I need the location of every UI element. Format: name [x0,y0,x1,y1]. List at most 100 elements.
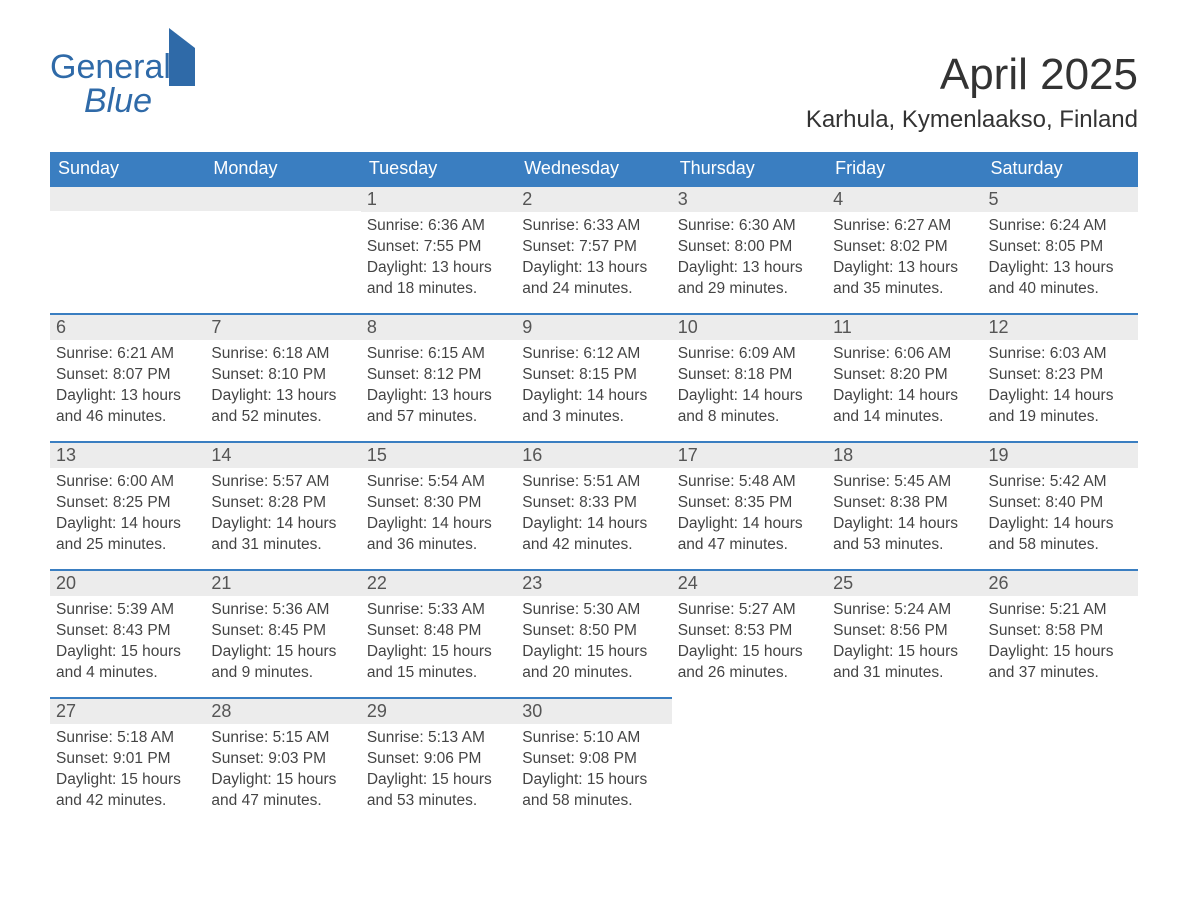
weekday-tuesday: Tuesday [361,152,516,185]
calendar-cell [672,697,827,825]
weekday-thursday: Thursday [672,152,827,185]
location: Karhula, Kymenlaakso, Finland [806,106,1138,134]
daynum-bar: 8 [361,313,516,340]
calendar-cell: 6Sunrise: 6:21 AMSunset: 8:07 PMDaylight… [50,313,205,441]
sunrise-line: Sunrise: 6:24 AM [989,216,1132,237]
daynum-bar: 19 [983,441,1138,468]
calendar-body: 1Sunrise: 6:36 AMSunset: 7:55 PMDaylight… [50,185,1138,825]
sunrise-line: Sunrise: 6:21 AM [56,344,199,365]
sunrise-line: Sunrise: 6:06 AM [833,344,976,365]
calendar-cell: 17Sunrise: 5:48 AMSunset: 8:35 PMDayligh… [672,441,827,569]
sunset-line: Sunset: 8:15 PM [522,365,665,386]
calendar-cell [205,185,360,313]
sunrise-line: Sunrise: 5:42 AM [989,472,1132,493]
daynum-bar: 16 [516,441,671,468]
daylight-line: Daylight: 14 hours and 58 minutes. [989,514,1132,556]
logo-line1: General [50,48,171,86]
day-details: Sunrise: 5:51 AMSunset: 8:33 PMDaylight:… [516,468,671,564]
daynum-bar: 25 [827,569,982,596]
calendar-cell: 9Sunrise: 6:12 AMSunset: 8:15 PMDaylight… [516,313,671,441]
calendar-cell: 16Sunrise: 5:51 AMSunset: 8:33 PMDayligh… [516,441,671,569]
sunrise-line: Sunrise: 5:57 AM [211,472,354,493]
day-details: Sunrise: 5:24 AMSunset: 8:56 PMDaylight:… [827,596,982,692]
daynum-bar: 3 [672,185,827,212]
sunset-line: Sunset: 7:55 PM [367,237,510,258]
calendar-cell: 22Sunrise: 5:33 AMSunset: 8:48 PMDayligh… [361,569,516,697]
day-details: Sunrise: 6:24 AMSunset: 8:05 PMDaylight:… [983,212,1138,308]
sunset-line: Sunset: 8:30 PM [367,493,510,514]
calendar-row: 1Sunrise: 6:36 AMSunset: 7:55 PMDaylight… [50,185,1138,313]
day-details: Sunrise: 5:18 AMSunset: 9:01 PMDaylight:… [50,724,205,820]
sunrise-line: Sunrise: 6:33 AM [522,216,665,237]
daynum-bar: 17 [672,441,827,468]
sunrise-line: Sunrise: 5:51 AM [522,472,665,493]
sunset-line: Sunset: 8:53 PM [678,621,821,642]
sunset-line: Sunset: 8:33 PM [522,493,665,514]
calendar-head: SundayMondayTuesdayWednesdayThursdayFrid… [50,152,1138,185]
day-details: Sunrise: 6:30 AMSunset: 8:00 PMDaylight:… [672,212,827,308]
daylight-line: Daylight: 13 hours and 24 minutes. [522,258,665,300]
sunset-line: Sunset: 8:48 PM [367,621,510,642]
sunrise-line: Sunrise: 6:00 AM [56,472,199,493]
sunrise-line: Sunrise: 5:21 AM [989,600,1132,621]
weekday-monday: Monday [205,152,360,185]
sunrise-line: Sunrise: 6:30 AM [678,216,821,237]
daylight-line: Daylight: 14 hours and 19 minutes. [989,386,1132,428]
calendar-cell: 24Sunrise: 5:27 AMSunset: 8:53 PMDayligh… [672,569,827,697]
calendar-cell: 3Sunrise: 6:30 AMSunset: 8:00 PMDaylight… [672,185,827,313]
daynum-bar: 6 [50,313,205,340]
sunset-line: Sunset: 9:03 PM [211,749,354,770]
sunset-line: Sunset: 8:00 PM [678,237,821,258]
title-block: April 2025 Karhula, Kymenlaakso, Finland [806,50,1138,144]
calendar-cell: 21Sunrise: 5:36 AMSunset: 8:45 PMDayligh… [205,569,360,697]
sunrise-line: Sunrise: 6:18 AM [211,344,354,365]
logo-sail-icon [169,28,195,86]
daynum-bar: 10 [672,313,827,340]
daynum-bar: 29 [361,697,516,724]
logo-text: General Blue [50,50,195,118]
daylight-line: Daylight: 13 hours and 29 minutes. [678,258,821,300]
daynum-bar: 23 [516,569,671,596]
daylight-line: Daylight: 14 hours and 14 minutes. [833,386,976,428]
calendar-cell: 25Sunrise: 5:24 AMSunset: 8:56 PMDayligh… [827,569,982,697]
day-details: Sunrise: 5:15 AMSunset: 9:03 PMDaylight:… [205,724,360,820]
daylight-line: Daylight: 13 hours and 18 minutes. [367,258,510,300]
daynum-bar-empty [50,185,205,211]
sunset-line: Sunset: 8:23 PM [989,365,1132,386]
calendar-cell: 23Sunrise: 5:30 AMSunset: 8:50 PMDayligh… [516,569,671,697]
sunset-line: Sunset: 8:45 PM [211,621,354,642]
sunrise-line: Sunrise: 5:36 AM [211,600,354,621]
sunrise-line: Sunrise: 5:27 AM [678,600,821,621]
calendar-row: 27Sunrise: 5:18 AMSunset: 9:01 PMDayligh… [50,697,1138,825]
day-details: Sunrise: 5:54 AMSunset: 8:30 PMDaylight:… [361,468,516,564]
daylight-line: Daylight: 13 hours and 40 minutes. [989,258,1132,300]
sunset-line: Sunset: 8:28 PM [211,493,354,514]
calendar-cell: 1Sunrise: 6:36 AMSunset: 7:55 PMDaylight… [361,185,516,313]
day-details: Sunrise: 6:15 AMSunset: 8:12 PMDaylight:… [361,340,516,436]
calendar-cell: 11Sunrise: 6:06 AMSunset: 8:20 PMDayligh… [827,313,982,441]
daynum-bar: 21 [205,569,360,596]
calendar-cell: 26Sunrise: 5:21 AMSunset: 8:58 PMDayligh… [983,569,1138,697]
calendar-cell: 30Sunrise: 5:10 AMSunset: 9:08 PMDayligh… [516,697,671,825]
sunset-line: Sunset: 9:08 PM [522,749,665,770]
day-details: Sunrise: 5:10 AMSunset: 9:08 PMDaylight:… [516,724,671,820]
calendar-cell: 12Sunrise: 6:03 AMSunset: 8:23 PMDayligh… [983,313,1138,441]
calendar-table: SundayMondayTuesdayWednesdayThursdayFrid… [50,152,1138,825]
day-details: Sunrise: 5:39 AMSunset: 8:43 PMDaylight:… [50,596,205,692]
sunset-line: Sunset: 8:25 PM [56,493,199,514]
sunrise-line: Sunrise: 5:18 AM [56,728,199,749]
sunrise-line: Sunrise: 5:24 AM [833,600,976,621]
sunset-line: Sunset: 9:06 PM [367,749,510,770]
day-details: Sunrise: 5:42 AMSunset: 8:40 PMDaylight:… [983,468,1138,564]
daylight-line: Daylight: 15 hours and 15 minutes. [367,642,510,684]
day-details: Sunrise: 6:00 AMSunset: 8:25 PMDaylight:… [50,468,205,564]
sunset-line: Sunset: 8:40 PM [989,493,1132,514]
daynum-bar: 11 [827,313,982,340]
sunset-line: Sunset: 8:56 PM [833,621,976,642]
daylight-line: Daylight: 15 hours and 58 minutes. [522,770,665,812]
sunrise-line: Sunrise: 5:13 AM [367,728,510,749]
daylight-line: Daylight: 14 hours and 8 minutes. [678,386,821,428]
sunrise-line: Sunrise: 6:09 AM [678,344,821,365]
calendar-cell: 4Sunrise: 6:27 AMSunset: 8:02 PMDaylight… [827,185,982,313]
sunset-line: Sunset: 8:12 PM [367,365,510,386]
